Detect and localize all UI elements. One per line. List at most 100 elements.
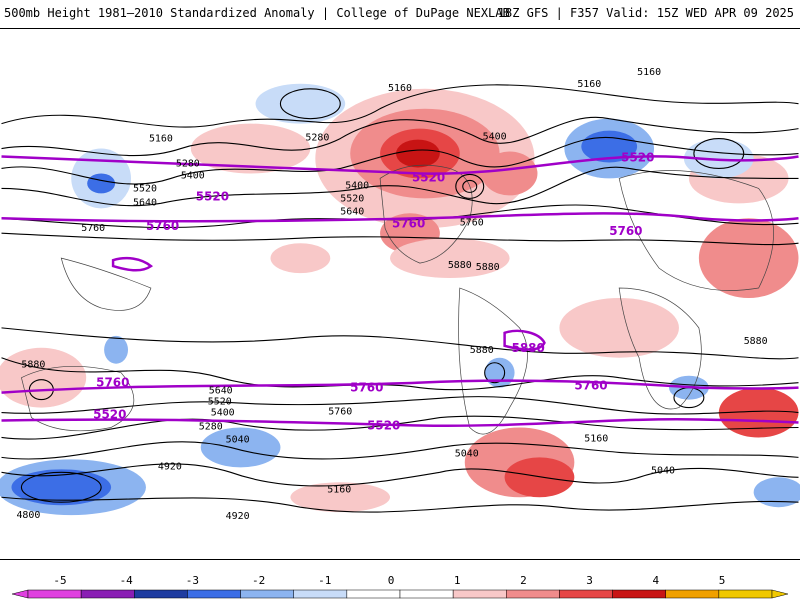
coastlines (21, 164, 774, 435)
contour-label: 5160 (577, 79, 601, 90)
colorbar: -5 -4 -3 -2 -1 0 1 2 3 4 5 (11, 574, 789, 599)
contour-label: 5520 (208, 397, 232, 408)
contour-label: 4800 (16, 510, 40, 521)
colorbar-tick-label: 2 (520, 574, 527, 587)
contour-label: 5040 (226, 434, 250, 445)
key-contour-label: 5520 (93, 408, 126, 422)
key-contour-label: 5760 (574, 379, 607, 393)
anomaly-blob (200, 427, 281, 468)
contour-label: 5880 (448, 260, 472, 271)
colorbar-swatch (346, 589, 401, 599)
anomaly-blob (0, 347, 87, 408)
anomaly-blob (683, 138, 754, 179)
colorbar-swatch (80, 589, 135, 599)
contour-label: 5760 (81, 223, 105, 234)
contour-label: 5400 (181, 170, 205, 181)
contour-label: 5520 (340, 193, 364, 204)
contour-label: 5040 (455, 448, 479, 459)
colorbar-swatch (665, 589, 720, 599)
colorbar-tick-label: -2 (252, 574, 265, 587)
colorbar-tick-label: -5 (53, 574, 66, 587)
key-contour-label: 5760 (350, 381, 383, 395)
contour-label: 5280 (199, 421, 223, 432)
anomaly-blob (484, 357, 515, 388)
anomaly-blob (87, 173, 116, 194)
key-contour-label: 5760 (392, 216, 425, 230)
colorbar-tick-label: 5 (719, 574, 726, 587)
colorbar-swatch (240, 589, 294, 599)
contour-label: 5160 (327, 484, 351, 495)
contour-label: 5160 (584, 433, 608, 444)
colorbar-tick-label: -3 (186, 574, 199, 587)
colorbar-tick-label: 1 (454, 574, 461, 587)
contour-label: 5160 (149, 134, 173, 145)
colorbar-tick-label: 0 (388, 574, 395, 587)
contour-label: 5280 (176, 158, 200, 169)
anomaly-blob (11, 469, 112, 506)
contour-label: 5760 (460, 217, 484, 228)
colorbar-swatches (11, 589, 789, 599)
anomaly-blob (504, 457, 575, 498)
header: 500mb Height 1981–2010 Standardized Anom… (0, 0, 800, 28)
anomaly-map: 5160 5160 5160 5280 5400 5400 5520 5640 … (0, 28, 800, 560)
contour-label: 5640 (340, 206, 364, 217)
colorbar-swatch (612, 589, 666, 599)
key-contour-label: 5760 (96, 376, 129, 390)
colorbar-swatch (293, 589, 348, 599)
key-contour-label: 5880 (512, 341, 545, 355)
anomaly-blob (481, 151, 538, 196)
contour-label: 4920 (226, 511, 250, 522)
contour-label: 5880 (476, 262, 500, 273)
colorbar-swatch (134, 589, 188, 599)
key-contour-label: 5760 (609, 224, 642, 238)
colorbar-tick-label: -4 (120, 574, 134, 587)
contour-label: 5880 (21, 360, 45, 371)
colorbar-swatch (399, 589, 454, 599)
contour-label: 5640 (209, 386, 233, 397)
key-contour-label: 5760 (146, 219, 179, 233)
anomaly-blob (698, 218, 799, 298)
contour-label: 5160 (388, 83, 412, 94)
colorbar-tick-label: -1 (318, 574, 331, 587)
contour-labels-black: 5160 5160 5160 5280 5400 5400 5520 5640 … (16, 67, 767, 522)
anomaly-shading (0, 83, 800, 516)
colorbar-arrow-left (11, 589, 29, 599)
key-contour-label: 5520 (621, 151, 654, 165)
contour-label: 5400 (345, 180, 369, 191)
contour-label: 5400 (483, 132, 507, 143)
contour-labels-purple: 5520 5520 5520 5760 5760 5760 5880 5760 … (93, 151, 654, 433)
colorbar-swatch (452, 589, 507, 599)
contour-label: 5880 (470, 345, 494, 356)
colorbar-arrow-right (771, 589, 789, 599)
height-contours (1, 84, 799, 513)
contour-label: 5400 (211, 408, 235, 419)
anomaly-blob (290, 482, 391, 513)
contour-label: 5760 (328, 407, 352, 418)
colorbar-swatch (27, 589, 82, 599)
key-contour-label: 5520 (196, 189, 229, 203)
colorbar-swatch (506, 589, 560, 599)
anomaly-blob (559, 297, 679, 358)
anomaly-blob (753, 477, 800, 508)
contour-label: 5040 (651, 465, 675, 476)
contour-label: 5280 (305, 133, 329, 144)
anomaly-blob (390, 238, 510, 279)
key-contour-label: 5520 (367, 418, 400, 432)
colorbar-ticks: -5 -4 -3 -2 -1 0 1 2 3 4 5 (53, 574, 725, 587)
contour-label: 5640 (133, 197, 157, 208)
colorbar-swatch (187, 589, 241, 599)
colorbar-swatch (718, 589, 773, 599)
contour-label: 4920 (158, 461, 182, 472)
chart-title: 500mb Height 1981–2010 Standardized Anom… (4, 6, 510, 20)
anomaly-blob (718, 387, 799, 438)
anomaly-blob (190, 123, 311, 174)
contour-label: 5880 (744, 336, 768, 347)
contour-label: 5520 (133, 183, 157, 194)
anomaly-blob (396, 139, 440, 168)
colorbar-tick-label: 4 (652, 574, 659, 587)
colorbar-tick-label: 3 (586, 574, 593, 587)
key-contours (1, 155, 799, 427)
anomaly-blob (270, 243, 331, 274)
anomaly-blob (255, 83, 346, 124)
key-contour-label: 5520 (412, 170, 445, 184)
